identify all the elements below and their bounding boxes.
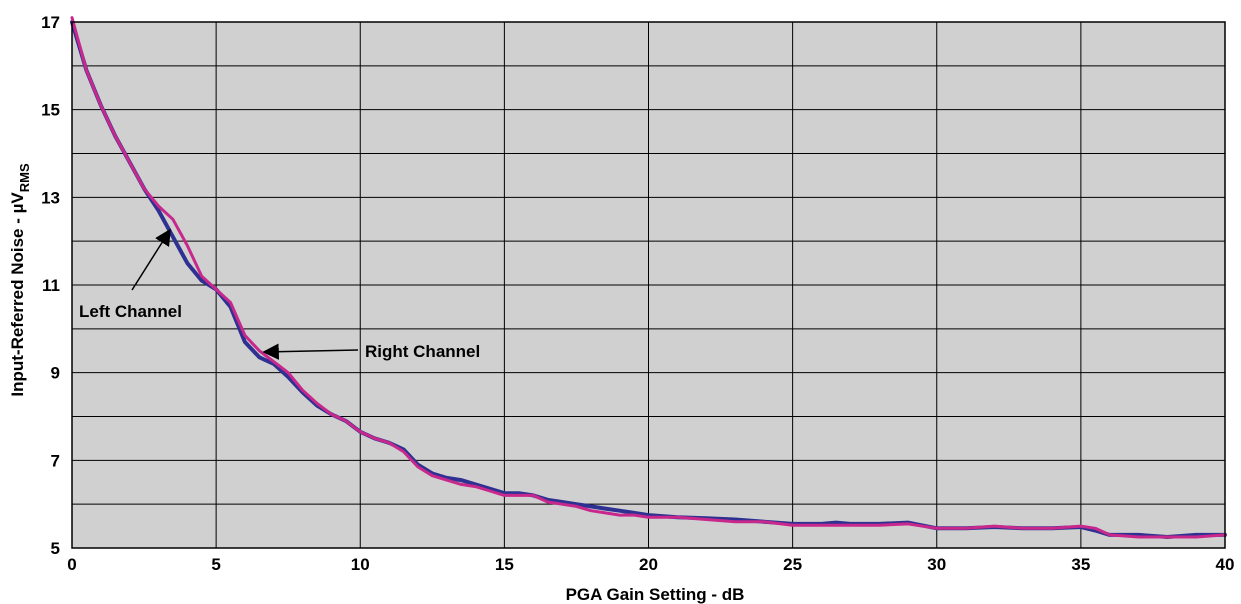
y-tick-label: 7 bbox=[51, 451, 60, 470]
x-tick-label: 25 bbox=[783, 555, 802, 574]
y-axis-title-main: Input-Referred Noise - µV bbox=[8, 192, 27, 397]
y-axis-title: Input-Referred Noise - µVRMS bbox=[8, 163, 32, 397]
x-tick-label: 40 bbox=[1216, 555, 1235, 574]
x-tick-label: 10 bbox=[351, 555, 370, 574]
x-tick-label: 30 bbox=[927, 555, 946, 574]
x-tick-label: 15 bbox=[495, 555, 514, 574]
left-channel-label: Left Channel bbox=[79, 302, 182, 321]
x-tick-label: 0 bbox=[67, 555, 76, 574]
left-channel-arrow bbox=[131, 228, 171, 291]
x-tick-label: 5 bbox=[211, 555, 220, 574]
plot-frame bbox=[71, 21, 1226, 549]
right-channel-label: Right Channel bbox=[365, 342, 480, 361]
x-tick-label: 20 bbox=[639, 555, 658, 574]
y-tick-label: 11 bbox=[42, 276, 60, 295]
y-tick-label: 5 bbox=[51, 539, 60, 558]
y-tick-label: 9 bbox=[51, 364, 60, 383]
right-channel-line bbox=[70, 16, 1227, 539]
x-tick-label: 35 bbox=[1071, 555, 1090, 574]
right-channel-arrow bbox=[262, 343, 359, 360]
data-series bbox=[70, 16, 1227, 539]
y-tick-label: 15 bbox=[41, 101, 60, 120]
left-channel-annotation: Left Channel bbox=[79, 228, 182, 321]
x-axis-title: PGA Gain Setting - dB bbox=[566, 585, 745, 604]
y-tick-labels: 5 7 9 11 13 15 17 bbox=[41, 13, 60, 558]
y-tick-label: 13 bbox=[41, 188, 60, 207]
y-tick-label: 17 bbox=[41, 13, 60, 32]
right-channel-annotation: Right Channel bbox=[262, 342, 480, 361]
x-tick-labels: 0 5 10 15 20 25 30 35 40 bbox=[67, 555, 1234, 574]
y-axis-title-sub: RMS bbox=[17, 163, 32, 192]
